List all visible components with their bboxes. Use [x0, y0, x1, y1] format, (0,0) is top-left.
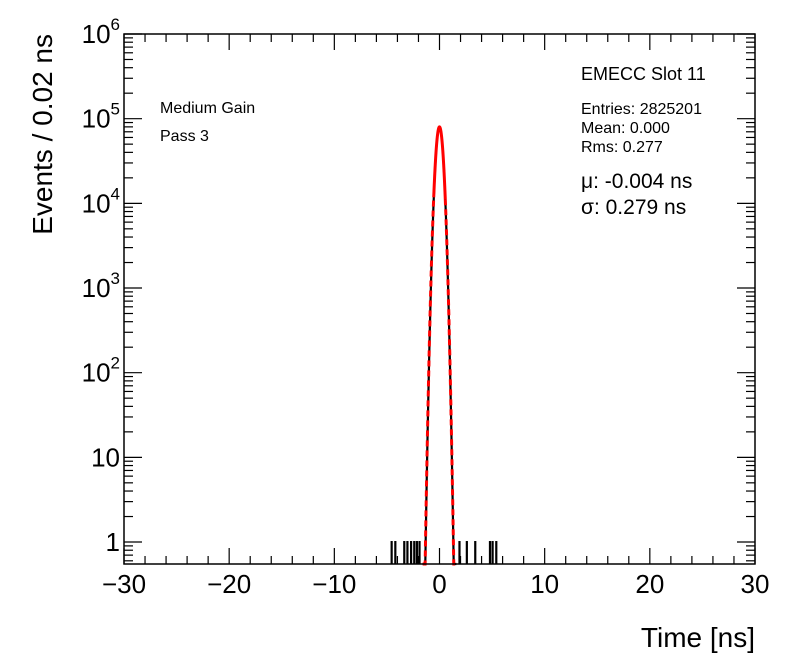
- y-tick-label: 104: [82, 184, 120, 218]
- annotation-gain: Medium Gain: [160, 100, 255, 117]
- x-tick-label: −10: [312, 569, 356, 599]
- stats-name: EMECC Slot 11: [581, 64, 706, 84]
- stats-mean: Mean: 0.000: [581, 120, 670, 137]
- x-tick-label: 0: [432, 569, 446, 599]
- y-tick-label: 10: [91, 442, 120, 472]
- y-tick-label: 1: [106, 527, 120, 557]
- y-tick-label: 102: [82, 354, 120, 388]
- histogram-core: [422, 125, 457, 566]
- fit-curve-left-tail: [422, 197, 436, 566]
- y-tick-label: 105: [82, 100, 120, 134]
- stats-entries: Entries: 2825201: [581, 101, 702, 118]
- y-axis-title: Events / 0.02 ns: [27, 34, 58, 235]
- x-tick-label: 10: [530, 569, 559, 599]
- y-tick-label: 103: [82, 269, 120, 303]
- tick-labels: −30 −20 −10 0 10 20 30 1 10 102 103 104 105 106: [82, 15, 770, 599]
- y-tick-label: 106: [82, 15, 120, 49]
- x-tick-label: 30: [741, 569, 770, 599]
- data-layer: [390, 125, 498, 566]
- annotation-pass: Pass 3: [160, 128, 209, 145]
- x-tick-label: 20: [635, 569, 664, 599]
- x-tick-label: −20: [207, 569, 251, 599]
- fit-curve-right-tail: [443, 199, 457, 566]
- stats-rms: Rms: 0.277: [581, 139, 663, 156]
- fit-sigma: σ: 0.279 ns: [581, 196, 686, 219]
- x-axis-title: Time [ns]: [641, 622, 755, 653]
- fit-curve-core: [432, 125, 447, 200]
- x-tick-label: −30: [102, 569, 146, 599]
- axis-ticks: [123, 33, 756, 564]
- fit-mu: μ: -0.004 ns: [581, 170, 692, 193]
